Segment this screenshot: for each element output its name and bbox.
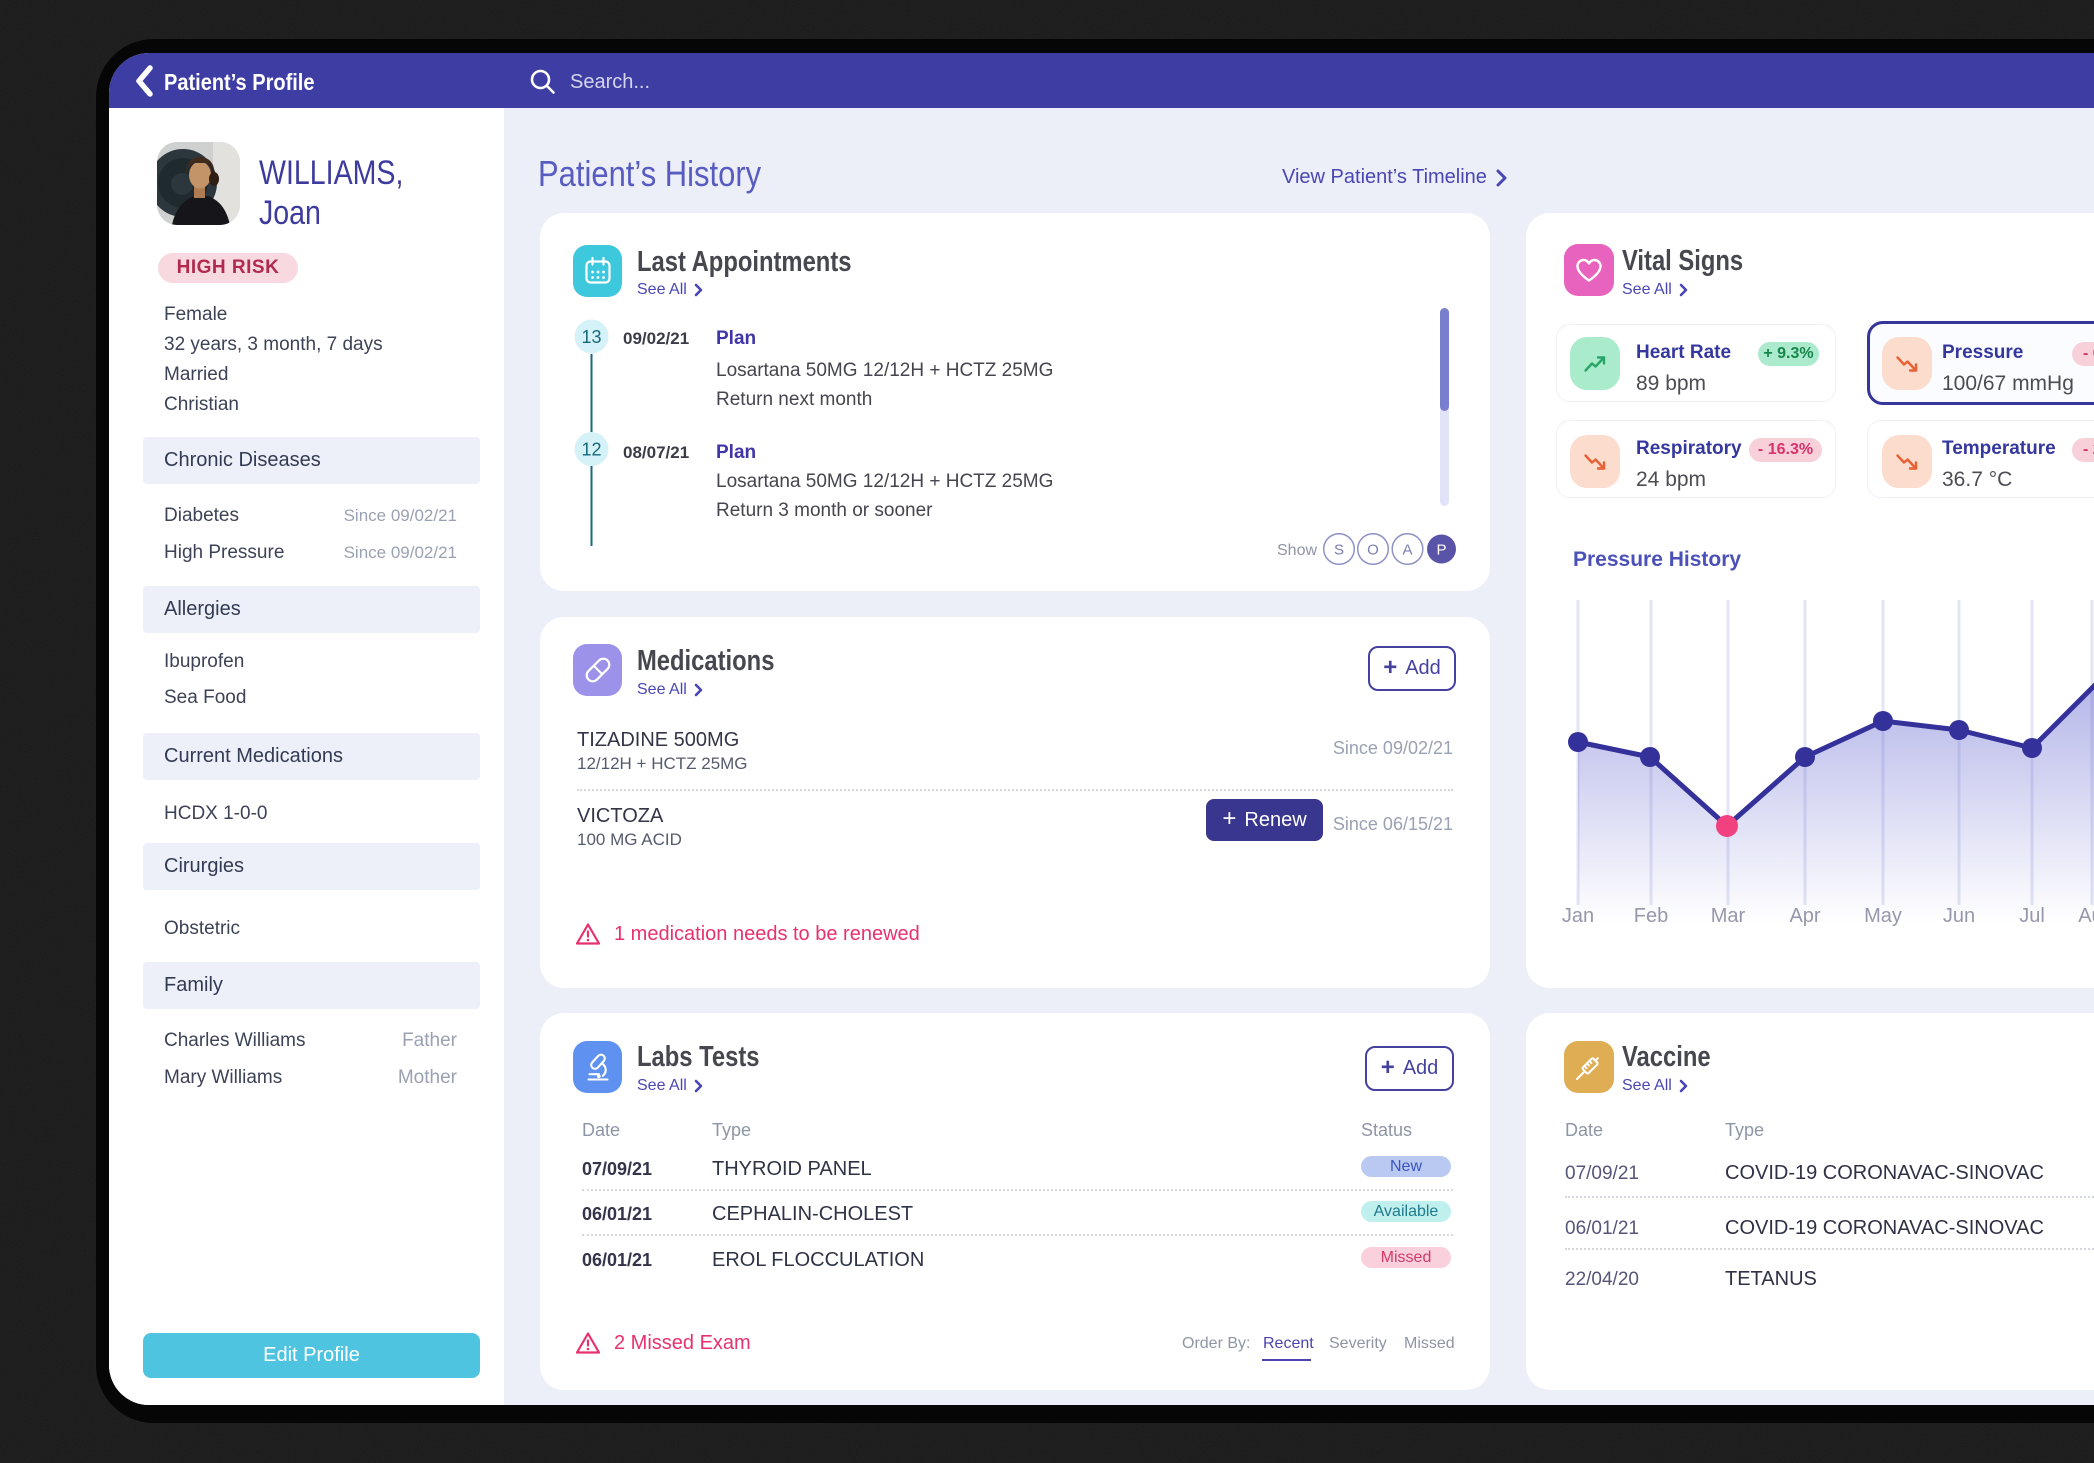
svg-text:Apr: Apr (1789, 905, 1820, 927)
svg-text:Feb: Feb (1634, 905, 1668, 927)
svg-text:12: 12 (581, 440, 601, 460)
svg-text:May: May (1864, 905, 1902, 927)
svg-text:Aug: Aug (2078, 905, 2094, 927)
svg-text:O: O (1367, 542, 1379, 559)
svg-text:S: S (1334, 542, 1344, 559)
svg-text:Jul: Jul (2019, 905, 2045, 927)
svg-text:Mar: Mar (1711, 905, 1746, 927)
svg-text:P: P (1436, 542, 1446, 559)
svg-text:13: 13 (581, 327, 601, 347)
svg-text:Jan: Jan (1562, 905, 1594, 927)
svg-text:A: A (1402, 542, 1412, 559)
svg-text:Jun: Jun (1943, 905, 1975, 927)
